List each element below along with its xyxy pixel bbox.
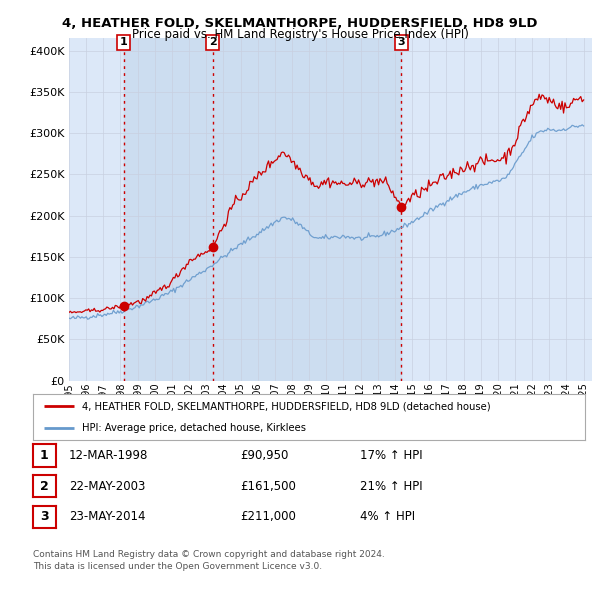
Text: 3: 3 — [40, 510, 49, 523]
Text: 3: 3 — [398, 38, 405, 47]
Text: £161,500: £161,500 — [240, 480, 296, 493]
Text: £90,950: £90,950 — [240, 449, 289, 462]
Text: 2: 2 — [40, 480, 49, 493]
Text: 12-MAR-1998: 12-MAR-1998 — [69, 449, 148, 462]
Text: Price paid vs. HM Land Registry's House Price Index (HPI): Price paid vs. HM Land Registry's House … — [131, 28, 469, 41]
Text: 4, HEATHER FOLD, SKELMANTHORPE, HUDDERSFIELD, HD8 9LD (detached house): 4, HEATHER FOLD, SKELMANTHORPE, HUDDERSF… — [82, 401, 490, 411]
Text: 4% ↑ HPI: 4% ↑ HPI — [360, 510, 415, 523]
Text: 4, HEATHER FOLD, SKELMANTHORPE, HUDDERSFIELD, HD8 9LD: 4, HEATHER FOLD, SKELMANTHORPE, HUDDERSF… — [62, 17, 538, 30]
Bar — [213, 38, 401, 381]
Text: 21% ↑ HPI: 21% ↑ HPI — [360, 480, 422, 493]
Text: HPI: Average price, detached house, Kirklees: HPI: Average price, detached house, Kirk… — [82, 423, 305, 433]
Text: 17% ↑ HPI: 17% ↑ HPI — [360, 449, 422, 462]
Text: Contains HM Land Registry data © Crown copyright and database right 2024.: Contains HM Land Registry data © Crown c… — [33, 550, 385, 559]
Bar — [124, 38, 213, 381]
Text: 1: 1 — [40, 449, 49, 462]
Text: 23-MAY-2014: 23-MAY-2014 — [69, 510, 146, 523]
Text: 2: 2 — [209, 38, 217, 47]
Text: £211,000: £211,000 — [240, 510, 296, 523]
Text: 22-MAY-2003: 22-MAY-2003 — [69, 480, 145, 493]
Text: This data is licensed under the Open Government Licence v3.0.: This data is licensed under the Open Gov… — [33, 562, 322, 571]
Text: 1: 1 — [120, 38, 128, 47]
